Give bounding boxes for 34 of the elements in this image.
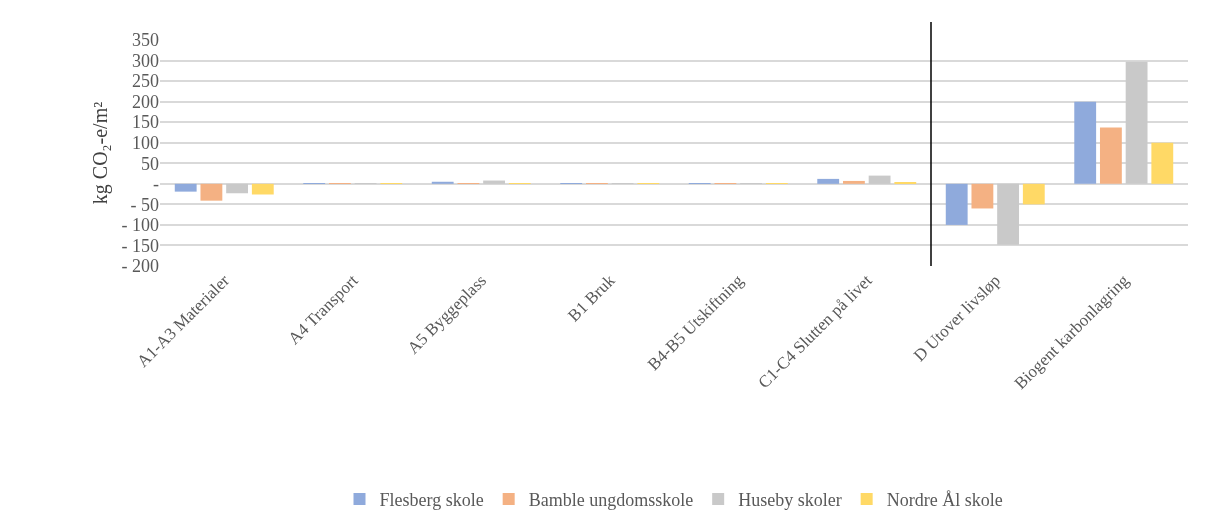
bar [174, 183, 197, 192]
bar [1099, 127, 1122, 184]
y-tick-label: - 200 [121, 256, 159, 277]
bar [842, 180, 865, 184]
y-tick-label: 100 [132, 133, 159, 154]
legend-label: Nordre Ål skole [886, 489, 1003, 510]
legend-label: Flesberg skole [379, 489, 484, 510]
y-tick-label: - [153, 174, 159, 195]
bar [251, 183, 274, 195]
bar [817, 178, 840, 184]
bar [431, 181, 454, 184]
bar [1022, 183, 1045, 205]
bar [483, 180, 506, 184]
legend-label: Huseby skoler [738, 489, 842, 510]
legend-label: Bamble ungdomsskole [528, 489, 694, 510]
y-tick-label: 250 [132, 71, 159, 92]
y-tick-label: 300 [132, 50, 159, 71]
y-tick-label: 50 [141, 153, 159, 174]
bar [971, 183, 994, 209]
y-tick-label: - 50 [130, 194, 159, 215]
y-tick-label: 200 [132, 91, 159, 112]
bar [1151, 142, 1174, 184]
bar [200, 183, 223, 201]
bar [1074, 101, 1097, 184]
bar [997, 183, 1020, 245]
bar [868, 175, 891, 184]
y-axis-title: kg CO₂-e/m² [89, 101, 112, 205]
y-tick-label: 350 [132, 30, 159, 51]
y-tick-label: 150 [132, 112, 159, 133]
bar [945, 183, 968, 225]
y-tick-label: - 150 [121, 235, 159, 256]
bar [1125, 61, 1148, 184]
bar [226, 183, 249, 194]
y-tick-label: - 100 [121, 215, 159, 236]
